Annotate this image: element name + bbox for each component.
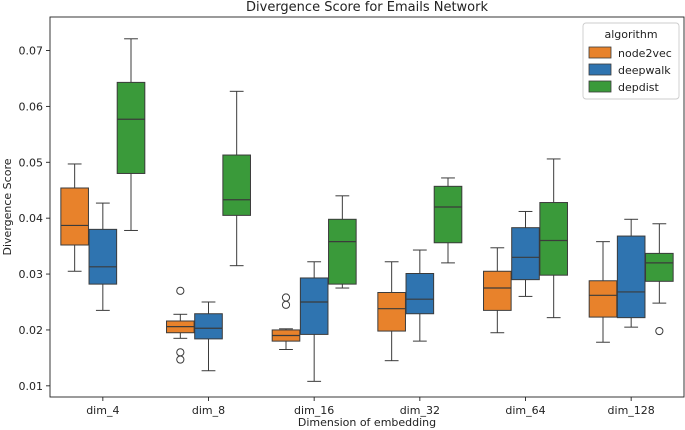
x-tick-label: dim_64 xyxy=(505,404,545,417)
box-node2vec-dim_128 xyxy=(588,241,618,343)
box-node2vec-dim_4 xyxy=(60,163,89,272)
box-depdist-dim_128 xyxy=(645,223,674,336)
box-body xyxy=(60,187,89,246)
box-body xyxy=(511,227,540,281)
outlier-point xyxy=(176,348,185,357)
box-deepwalk-dim_8 xyxy=(194,301,223,372)
box-deepwalk-dim_128 xyxy=(616,218,646,328)
box-depdist-dim_4 xyxy=(116,38,146,231)
y-tick-label: 0.01 xyxy=(19,380,44,393)
box-body xyxy=(116,81,146,174)
box-depdist-dim_16 xyxy=(328,195,357,289)
box-node2vec-dim_64 xyxy=(483,247,512,334)
legend-swatch-node2vec xyxy=(588,46,612,59)
box-body xyxy=(377,292,406,332)
x-tick-label: dim_16 xyxy=(294,404,334,417)
box-deepwalk-dim_32 xyxy=(405,249,435,342)
legend-label-depdist: depdist xyxy=(618,81,660,94)
box-depdist-dim_32 xyxy=(433,177,463,264)
y-tick-label: 0.07 xyxy=(19,45,44,58)
outlier-point xyxy=(176,355,185,364)
x-tick-label: dim_4 xyxy=(86,404,119,417)
legend-title: algorithm xyxy=(604,28,657,41)
box-body xyxy=(616,235,646,319)
plot-area xyxy=(49,16,685,398)
box-body xyxy=(483,270,512,311)
legend-swatch-depdist xyxy=(588,80,612,93)
y-tick-label: 0.04 xyxy=(19,212,44,225)
y-tick-label: 0.05 xyxy=(19,156,44,169)
legend-label-node2vec: node2vec xyxy=(618,47,672,60)
outlier-point xyxy=(176,286,185,295)
x-tick-label: dim_8 xyxy=(192,404,225,417)
box-deepwalk-dim_64 xyxy=(511,210,540,297)
chart-title: Divergence Score for Emails Network xyxy=(246,0,488,15)
outlier-point xyxy=(281,293,291,302)
box-depdist-dim_64 xyxy=(539,158,568,319)
box-body xyxy=(405,273,435,315)
x-axis: dim_4 dim_8 dim_16 dim_32 dim_64 dim_128 xyxy=(86,397,655,417)
legend-frame xyxy=(582,22,680,100)
box-body xyxy=(433,185,463,244)
y-tick-label: 0.03 xyxy=(19,268,44,281)
box-body xyxy=(194,313,223,340)
box-body xyxy=(88,228,118,285)
y-tick-label: 0.06 xyxy=(19,100,44,113)
box-body xyxy=(328,218,357,285)
x-tick-label: dim_128 xyxy=(608,404,655,417)
y-tick-label: 0.02 xyxy=(19,324,44,337)
x-axis-label: Dimension of embedding xyxy=(298,416,436,429)
box-deepwalk-dim_16 xyxy=(299,261,329,382)
box-body xyxy=(645,252,674,282)
box-node2vec-dim_16 xyxy=(271,293,301,350)
box-deepwalk-dim_4 xyxy=(88,202,118,311)
box-body xyxy=(222,154,251,216)
box-plots xyxy=(60,38,674,382)
x-tick-label: dim_32 xyxy=(400,404,440,417)
legend-swatch-deepwalk xyxy=(588,63,612,76)
outlier-point xyxy=(281,300,291,309)
box-body xyxy=(299,277,329,335)
legend: algorithm node2vec deepwalk depdist xyxy=(582,22,680,100)
box-node2vec-dim_8 xyxy=(166,286,195,364)
outlier-point xyxy=(655,326,664,336)
y-axis-label: Divergence Score xyxy=(1,158,14,255)
legend-label-deepwalk: deepwalk xyxy=(618,64,671,77)
box-body xyxy=(539,202,568,276)
box-depdist-dim_8 xyxy=(222,90,251,267)
y-axis: 0.01 0.02 0.03 0.04 0.05 0.06 0.07 xyxy=(19,45,50,393)
box-node2vec-dim_32 xyxy=(377,261,406,362)
box-body xyxy=(588,280,618,318)
